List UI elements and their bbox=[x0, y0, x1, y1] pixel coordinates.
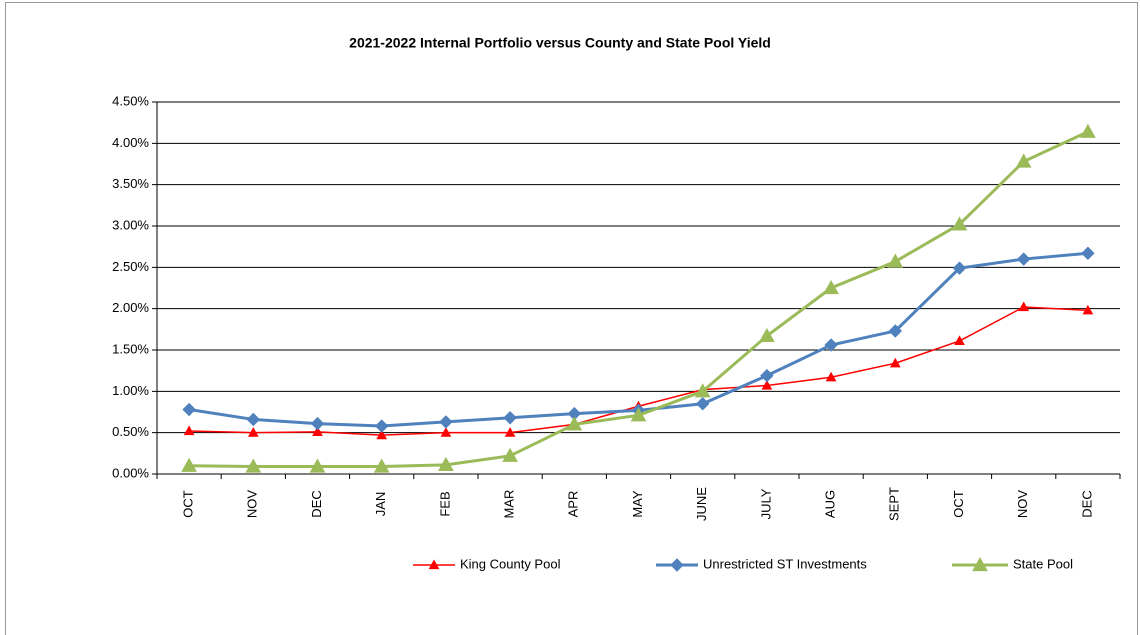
data-point bbox=[566, 416, 583, 431]
data-point bbox=[246, 412, 261, 427]
chart-title: 2021-2022 Internal Portfolio versus Coun… bbox=[349, 35, 771, 51]
data-point bbox=[312, 426, 323, 436]
data-point bbox=[374, 419, 389, 433]
data-point bbox=[825, 371, 837, 382]
legend-label: King County Pool bbox=[460, 556, 561, 571]
legend-marker bbox=[428, 559, 440, 570]
data-point bbox=[952, 261, 967, 275]
y-tick-label: 0.00% bbox=[112, 465, 149, 480]
x-tick-label: NOV bbox=[245, 490, 260, 519]
data-point bbox=[1016, 252, 1031, 266]
data-point bbox=[1080, 123, 1096, 138]
y-tick-label: 2.50% bbox=[112, 259, 149, 274]
x-tick-label: MAR bbox=[502, 490, 517, 519]
y-tick-label: 2.00% bbox=[112, 300, 149, 315]
data-point bbox=[889, 357, 901, 368]
data-point bbox=[761, 380, 773, 390]
x-tick-label: APR bbox=[566, 491, 581, 518]
data-point bbox=[1018, 301, 1030, 312]
data-point bbox=[888, 324, 903, 338]
x-tick-label: AUG bbox=[823, 490, 838, 518]
data-point bbox=[310, 416, 325, 431]
series-line bbox=[188, 251, 1089, 428]
data-point bbox=[183, 425, 195, 436]
y-tick-label: 3.00% bbox=[112, 217, 149, 232]
x-tick-label: FEB bbox=[437, 491, 452, 516]
data-point bbox=[247, 427, 259, 437]
x-tick-label: DEC bbox=[309, 490, 324, 517]
data-point bbox=[824, 338, 838, 352]
legend-label: State Pool bbox=[1013, 556, 1073, 571]
legend-label: Unrestricted ST Investments bbox=[703, 556, 867, 571]
data-point bbox=[504, 427, 516, 437]
data-point bbox=[373, 458, 390, 473]
data-point bbox=[439, 415, 453, 429]
data-point bbox=[503, 411, 517, 425]
data-point bbox=[760, 368, 774, 383]
x-tick-label: OCT bbox=[181, 490, 196, 518]
data-point bbox=[694, 383, 711, 398]
x-tick-label: JUNE bbox=[694, 487, 709, 521]
y-tick-label: 3.50% bbox=[112, 176, 149, 191]
data-point bbox=[438, 456, 454, 472]
data-point bbox=[1015, 153, 1032, 168]
data-point bbox=[181, 457, 197, 472]
data-point bbox=[823, 279, 839, 295]
legend-marker bbox=[670, 558, 684, 572]
y-tick-label: 0.50% bbox=[112, 424, 149, 439]
data-point bbox=[630, 407, 647, 422]
data-point bbox=[502, 447, 518, 462]
data-point bbox=[887, 253, 904, 268]
y-tick-label: 4.50% bbox=[112, 93, 149, 108]
data-point bbox=[440, 427, 452, 437]
y-tick-label: 1.50% bbox=[112, 341, 149, 356]
y-tick-label: 4.00% bbox=[112, 135, 149, 150]
data-point bbox=[1081, 246, 1095, 260]
data-point bbox=[245, 458, 262, 473]
data-point bbox=[951, 216, 968, 231]
data-point bbox=[376, 429, 388, 440]
data-point bbox=[1082, 304, 1094, 315]
x-tick-label: NOV bbox=[1015, 490, 1030, 519]
chart-frame bbox=[5, 2, 1138, 635]
data-point bbox=[695, 397, 710, 411]
x-tick-label: SEPT bbox=[887, 487, 902, 521]
data-point bbox=[182, 402, 196, 417]
y-tick-label: 1.00% bbox=[112, 383, 149, 398]
x-tick-label: MAY bbox=[630, 490, 645, 518]
data-point bbox=[954, 335, 965, 346]
data-point bbox=[309, 458, 326, 473]
x-tick-label: OCT bbox=[951, 490, 966, 518]
x-tick-label: JAN bbox=[373, 492, 388, 517]
x-tick-label: DEC bbox=[1079, 490, 1094, 517]
legend-marker bbox=[972, 556, 988, 572]
x-tick-label: JULY bbox=[758, 488, 773, 519]
data-point bbox=[759, 327, 775, 343]
